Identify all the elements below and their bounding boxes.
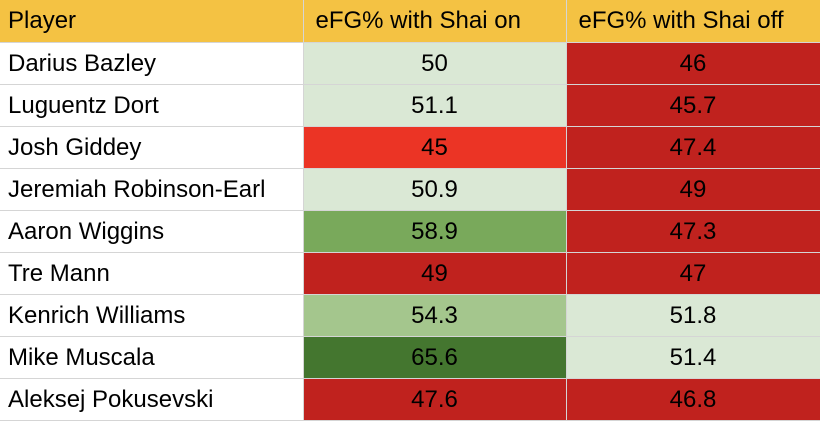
efg-shai-off-cell[interactable]: 45.7 (566, 84, 820, 127)
player-name-cell[interactable]: Aaron Wiggins (0, 210, 304, 253)
efg-shai-on-cell[interactable]: 50.9 (303, 168, 567, 211)
table-row: Mike Muscala 65.6 51.4 (0, 336, 820, 379)
efg-shai-on-cell[interactable]: 65.6 (303, 336, 567, 379)
player-name-cell[interactable]: Josh Giddey (0, 126, 304, 169)
player-name-cell[interactable]: Jeremiah Robinson-Earl (0, 168, 304, 211)
player-name-cell[interactable]: Darius Bazley (0, 42, 304, 85)
efg-shai-off-cell[interactable]: 49 (566, 168, 820, 211)
table-row: Kenrich Williams 54.3 51.8 (0, 294, 820, 337)
efg-shai-off-cell[interactable]: 47.4 (566, 126, 820, 169)
efg-shai-off-cell[interactable]: 47.3 (566, 210, 820, 253)
table-row: Tre Mann 49 47 (0, 252, 820, 295)
efg-shai-off-cell[interactable]: 51.8 (566, 294, 820, 337)
efg-shai-on-cell[interactable]: 58.9 (303, 210, 567, 253)
header-efg-shai-off[interactable]: eFG% with Shai off (566, 0, 820, 43)
header-player[interactable]: Player (0, 0, 304, 43)
efg-shai-on-cell[interactable]: 51.1 (303, 84, 567, 127)
player-name-cell[interactable]: Mike Muscala (0, 336, 304, 379)
header-efg-shai-on[interactable]: eFG% with Shai on (303, 0, 567, 43)
efg-shai-on-cell[interactable]: 49 (303, 252, 567, 295)
header-row: Player eFG% with Shai on eFG% with Shai … (0, 0, 820, 43)
table-body: Darius Bazley 50 46 Luguentz Dort 51.1 45.7 Jo… (0, 42, 820, 421)
table-row: Aaron Wiggins 58.9 47.3 (0, 210, 820, 253)
player-name-cell[interactable]: Luguentz Dort (0, 84, 304, 127)
table-row: Darius Bazley 50 46 (0, 42, 820, 85)
efg-shai-off-cell[interactable]: 47 (566, 252, 820, 295)
efg-shai-off-cell[interactable]: 51.4 (566, 336, 820, 379)
player-name-cell[interactable]: Kenrich Williams (0, 294, 304, 337)
efg-shai-on-cell[interactable]: 50 (303, 42, 567, 85)
table-row: Luguentz Dort 51.1 45.7 (0, 84, 820, 127)
table-row: Jeremiah Robinson-Earl 50.9 49 (0, 168, 820, 211)
player-name-cell[interactable]: Tre Mann (0, 252, 304, 295)
player-name-cell[interactable]: Aleksej Pokusevski (0, 378, 304, 421)
table-row: Aleksej Pokusevski 47.6 46.8 (0, 378, 820, 421)
efg-shai-off-cell[interactable]: 46.8 (566, 378, 820, 421)
table-row: Josh Giddey 45 47.4 (0, 126, 820, 169)
efg-shai-on-cell[interactable]: 47.6 (303, 378, 567, 421)
efg-shai-off-cell[interactable]: 46 (566, 42, 820, 85)
efg-shai-on-cell[interactable]: 54.3 (303, 294, 567, 337)
efg-shai-on-cell[interactable]: 45 (303, 126, 567, 169)
